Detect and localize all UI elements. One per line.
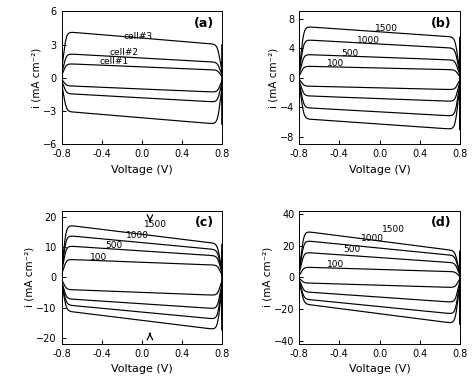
Text: 1500: 1500 [374, 24, 398, 33]
X-axis label: Voltage (V): Voltage (V) [111, 364, 173, 374]
Text: cell#2: cell#2 [110, 49, 139, 57]
Text: 100: 100 [328, 261, 345, 269]
Text: 500: 500 [343, 245, 361, 254]
Text: (d): (d) [431, 216, 452, 229]
Text: (c): (c) [195, 216, 214, 229]
Text: cell#3: cell#3 [124, 32, 153, 41]
Text: 1000: 1000 [126, 231, 149, 240]
Text: 1500: 1500 [144, 220, 167, 229]
Text: (b): (b) [431, 17, 452, 30]
Text: cell#1: cell#1 [100, 57, 129, 66]
Text: (a): (a) [194, 17, 214, 30]
Text: 100: 100 [328, 59, 345, 68]
Text: 1500: 1500 [382, 225, 404, 234]
Text: 100: 100 [90, 253, 107, 262]
Text: 1000: 1000 [362, 233, 384, 243]
Y-axis label: i (mA cm⁻²): i (mA cm⁻²) [25, 247, 35, 308]
X-axis label: Voltage (V): Voltage (V) [111, 165, 173, 175]
X-axis label: Voltage (V): Voltage (V) [349, 364, 410, 374]
Text: 500: 500 [106, 241, 123, 250]
Y-axis label: i (mA cm⁻²): i (mA cm⁻²) [269, 48, 279, 108]
Text: 500: 500 [341, 49, 359, 58]
Text: 1000: 1000 [357, 36, 381, 45]
X-axis label: Voltage (V): Voltage (V) [349, 165, 410, 175]
Y-axis label: i (mA cm⁻²): i (mA cm⁻²) [263, 247, 273, 308]
Y-axis label: i (mA cm⁻²): i (mA cm⁻²) [31, 48, 41, 108]
